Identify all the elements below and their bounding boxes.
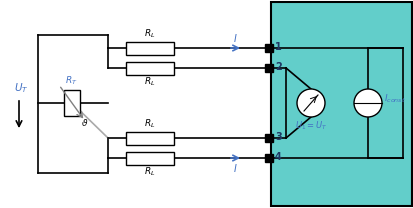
- Bar: [126, 62, 174, 74]
- Bar: [126, 131, 174, 145]
- Text: $R_L$: $R_L$: [144, 118, 156, 130]
- Bar: [64, 90, 80, 116]
- Text: $R_L$: $R_L$: [144, 166, 156, 178]
- Text: $\vartheta$: $\vartheta$: [81, 117, 88, 128]
- Text: $R_L$: $R_L$: [144, 28, 156, 41]
- Text: 2: 2: [275, 62, 282, 72]
- Text: $U_1{=}U_T$: $U_1{=}U_T$: [295, 119, 327, 131]
- Circle shape: [354, 89, 382, 117]
- Circle shape: [297, 89, 325, 117]
- Text: $I$: $I$: [233, 162, 237, 174]
- Text: $U_T$: $U_T$: [14, 81, 28, 95]
- Text: $R_L$: $R_L$: [144, 76, 156, 88]
- Text: 1: 1: [275, 42, 282, 52]
- Bar: [265, 134, 273, 142]
- Text: 4: 4: [275, 152, 282, 162]
- Bar: [265, 154, 273, 162]
- Bar: [126, 42, 174, 54]
- Text: 3: 3: [275, 132, 282, 142]
- Bar: [126, 151, 174, 165]
- Bar: [271, 2, 412, 206]
- Bar: [265, 44, 273, 52]
- Text: $I_{const}$: $I_{const}$: [384, 93, 406, 105]
- Text: $R_T$: $R_T$: [65, 74, 78, 87]
- Bar: [265, 64, 273, 72]
- Text: $I$: $I$: [233, 32, 237, 44]
